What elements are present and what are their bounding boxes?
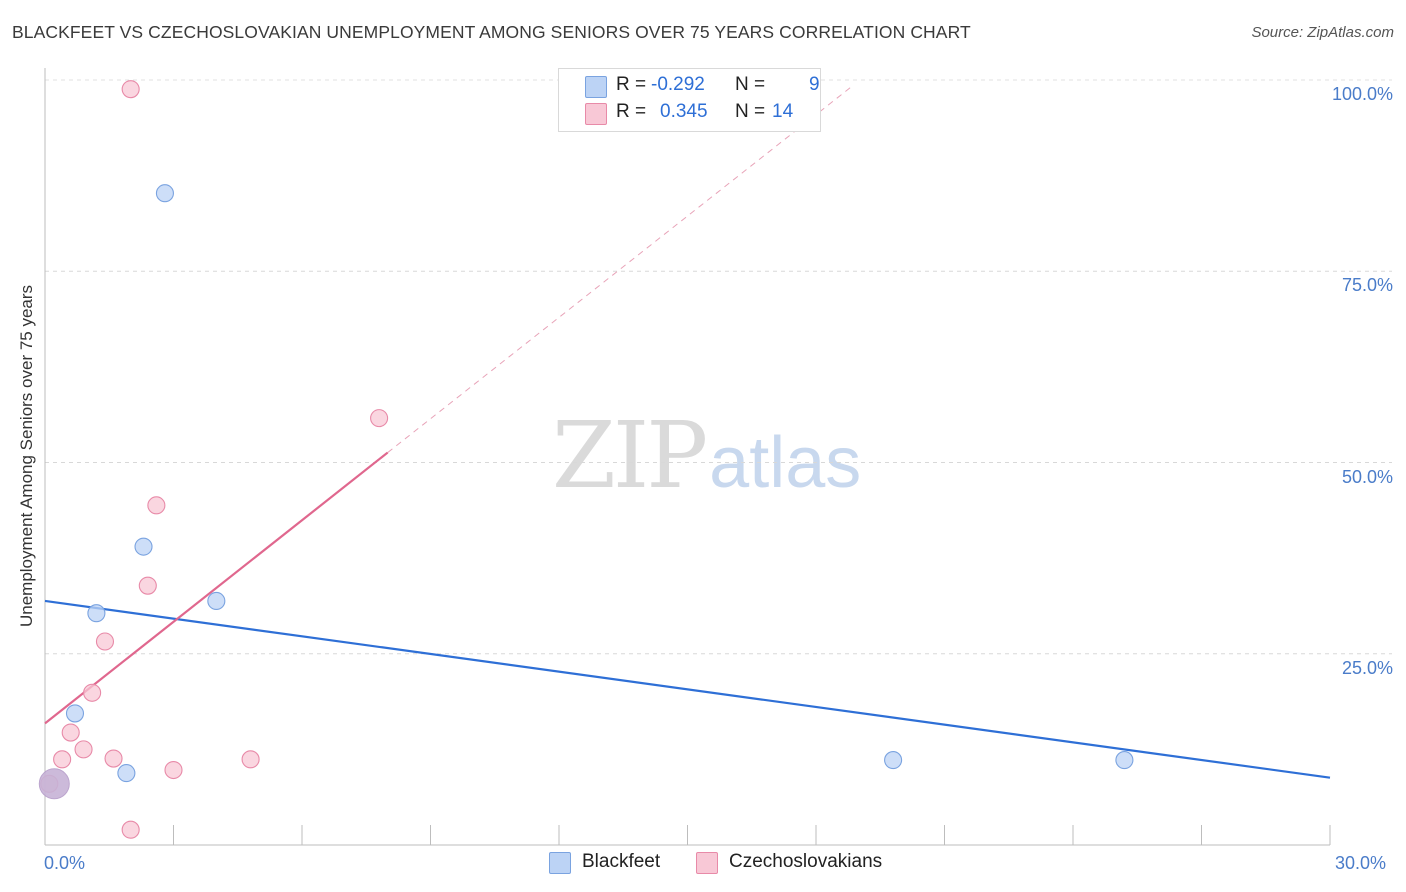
data-point-blackfeet — [65, 704, 85, 723]
legend-r-label: R = — [616, 101, 647, 122]
legend-r-value: -0.292 — [651, 74, 705, 95]
gridlines — [45, 79, 1392, 655]
data-point-czechoslovakians — [61, 723, 80, 742]
data-point-czechoslovakians — [138, 576, 157, 595]
y-tick-label: 50.0% — [1341, 466, 1393, 487]
trend-line-blackfeet — [44, 599, 1331, 779]
watermark-zip: ZIP — [552, 402, 708, 509]
zipatlas-watermark: ZIPatlas — [552, 402, 861, 509]
y-axis-label: Unemployment Among Seniors over 75 years — [17, 284, 36, 628]
data-point-czechoslovakians — [74, 740, 93, 759]
data-point-czechoslovakians — [370, 409, 389, 428]
legend-r-label: R = — [616, 74, 647, 95]
data-point-blackfeet — [87, 604, 106, 623]
legend-n-label: N = — [735, 101, 766, 122]
axes — [44, 68, 1331, 846]
x-tick-label-max: 30.0% — [1335, 853, 1387, 873]
data-point-blackfeet — [155, 184, 174, 203]
data-point-czechoslovakians — [95, 632, 115, 651]
trend-line-czechoslovakians — [44, 451, 389, 725]
y-tick-label: 75.0% — [1341, 275, 1393, 296]
data-point-czechoslovakians — [164, 760, 183, 780]
data-points — [38, 80, 1134, 839]
correlation-legend: R = -0.292 N = 9 R = 0.345 N = 14 — [558, 68, 821, 132]
bottom-legend-label-czechoslovakians: Czechoslovakians — [729, 851, 883, 872]
data-point-blackfeet-large — [38, 768, 70, 800]
source-label: Source: ZipAtlas.com — [1251, 24, 1394, 41]
data-point-blackfeet — [117, 764, 136, 783]
bottom-legend-swatch-blackfeet — [549, 852, 571, 874]
data-point-blackfeet — [207, 591, 226, 611]
legend-r-value: 0.345 — [660, 101, 708, 122]
y-tick-label: 25.0% — [1341, 657, 1393, 678]
data-point-czechoslovakians — [83, 683, 102, 702]
legend-n-label: N = — [735, 74, 766, 95]
legend-n-value: 14 — [772, 101, 794, 122]
data-point-czechoslovakians — [53, 750, 72, 769]
data-point-czechoslovakians — [147, 496, 166, 515]
bottom-legend-label-blackfeet: Blackfeet — [582, 851, 661, 872]
data-point-czechoslovakians — [241, 750, 260, 769]
trend-line-extension — [387, 87, 851, 453]
y-tick-label: 100.0% — [1331, 84, 1393, 104]
data-point-czechoslovakians — [104, 749, 123, 768]
x-tick-label-min: 0.0% — [44, 853, 86, 873]
data-point-blackfeet — [134, 537, 153, 556]
chart-title: BLACKFEET VS CZECHOSLOVAKIAN UNEMPLOYMEN… — [12, 22, 971, 42]
legend-swatch-blackfeet — [585, 76, 607, 98]
data-point-blackfeet — [884, 751, 903, 770]
legend-swatch-czechoslovakians — [585, 103, 607, 125]
trend-lines — [44, 87, 1331, 779]
bottom-legend-swatch-czechoslovakians — [696, 852, 718, 874]
legend-n-value: 9 — [809, 74, 820, 95]
data-point-czechoslovakians — [121, 820, 140, 839]
data-point-blackfeet — [1115, 751, 1134, 770]
data-point-czechoslovakians — [121, 80, 140, 99]
